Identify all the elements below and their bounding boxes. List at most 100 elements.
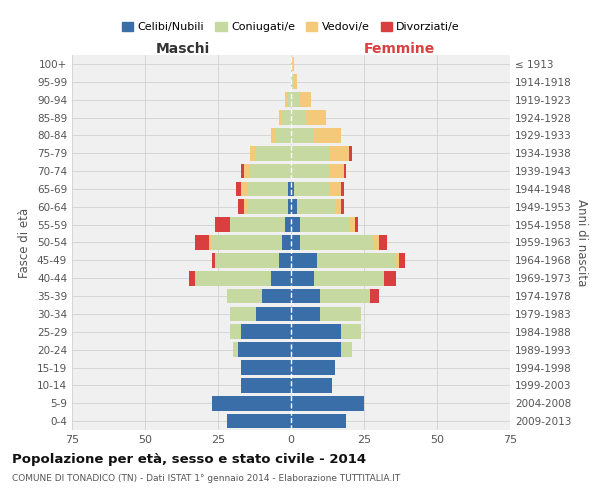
Bar (291, 146, 329, 160)
Bar (241, 360, 291, 375)
Bar (227, 414, 291, 428)
Bar (288, 200, 291, 214)
Bar (349, 218, 355, 232)
Bar (238, 200, 244, 214)
Bar (291, 289, 320, 304)
Bar (291, 271, 314, 285)
Bar (291, 414, 346, 428)
Bar (341, 182, 344, 196)
Bar (355, 218, 358, 232)
Bar (341, 324, 361, 339)
Text: COMUNE DI TONADICO (TN) - Dati ISTAT 1° gennaio 2014 - Elaborazione TUTTITALIA.I: COMUNE DI TONADICO (TN) - Dati ISTAT 1° … (12, 474, 400, 483)
Bar (385, 271, 396, 285)
Bar (396, 253, 399, 268)
Bar (215, 253, 280, 268)
Bar (291, 324, 341, 339)
Bar (280, 110, 282, 125)
Bar (271, 271, 291, 285)
Bar (291, 396, 364, 410)
Bar (241, 164, 244, 178)
Bar (233, 342, 238, 357)
Bar (244, 164, 250, 178)
Bar (320, 289, 370, 304)
Bar (335, 200, 341, 214)
Legend: Celibi/Nubili, Coniugati/e, Vedovi/e, Divorziati/e: Celibi/Nubili, Coniugati/e, Vedovi/e, Di… (118, 18, 464, 37)
Bar (288, 182, 291, 196)
Bar (288, 92, 291, 107)
Bar (189, 271, 194, 285)
Bar (291, 342, 341, 357)
Bar (241, 324, 291, 339)
Bar (247, 182, 288, 196)
Bar (399, 253, 405, 268)
Bar (285, 218, 291, 232)
Bar (227, 289, 262, 304)
Bar (291, 218, 300, 232)
Bar (370, 289, 379, 304)
Bar (282, 235, 291, 250)
Bar (291, 164, 329, 178)
Bar (291, 56, 294, 71)
Bar (300, 218, 349, 232)
Bar (241, 182, 247, 196)
Bar (291, 110, 305, 125)
Bar (209, 235, 212, 250)
Bar (320, 306, 361, 322)
Bar (215, 218, 230, 232)
Text: Maschi: Maschi (156, 42, 210, 56)
Bar (285, 92, 288, 107)
Y-axis label: Fasce di età: Fasce di età (19, 208, 31, 278)
Bar (262, 289, 291, 304)
Bar (230, 306, 256, 322)
Bar (291, 306, 320, 322)
Bar (373, 235, 379, 250)
Bar (305, 110, 326, 125)
Bar (271, 128, 277, 142)
Bar (297, 200, 335, 214)
Bar (282, 110, 291, 125)
Bar (250, 146, 256, 160)
Bar (291, 74, 294, 89)
Bar (294, 182, 329, 196)
Bar (317, 253, 396, 268)
Bar (291, 128, 314, 142)
Bar (250, 164, 291, 178)
Bar (294, 74, 297, 89)
Bar (238, 342, 291, 357)
Bar (341, 342, 352, 357)
Bar (230, 218, 285, 232)
Bar (194, 271, 271, 285)
Bar (236, 182, 241, 196)
Bar (341, 200, 344, 214)
Bar (212, 235, 282, 250)
Bar (300, 92, 311, 107)
Bar (256, 306, 291, 322)
Bar (277, 128, 291, 142)
Bar (291, 360, 335, 375)
Bar (291, 253, 317, 268)
Bar (329, 146, 349, 160)
Bar (291, 378, 332, 392)
Bar (244, 200, 247, 214)
Bar (329, 182, 341, 196)
Bar (291, 182, 294, 196)
Bar (291, 200, 297, 214)
Bar (256, 146, 291, 160)
Bar (314, 128, 341, 142)
Bar (344, 164, 346, 178)
Bar (291, 235, 300, 250)
Bar (247, 200, 288, 214)
Text: Femmine: Femmine (364, 42, 434, 56)
Bar (291, 92, 300, 107)
Bar (349, 146, 352, 160)
Bar (379, 235, 388, 250)
Y-axis label: Anni di nascita: Anni di nascita (575, 199, 588, 286)
Bar (300, 235, 373, 250)
Bar (241, 378, 291, 392)
Bar (194, 235, 209, 250)
Bar (212, 396, 291, 410)
Bar (314, 271, 385, 285)
Text: Popolazione per età, sesso e stato civile - 2014: Popolazione per età, sesso e stato civil… (12, 452, 366, 466)
Bar (230, 324, 241, 339)
Bar (329, 164, 344, 178)
